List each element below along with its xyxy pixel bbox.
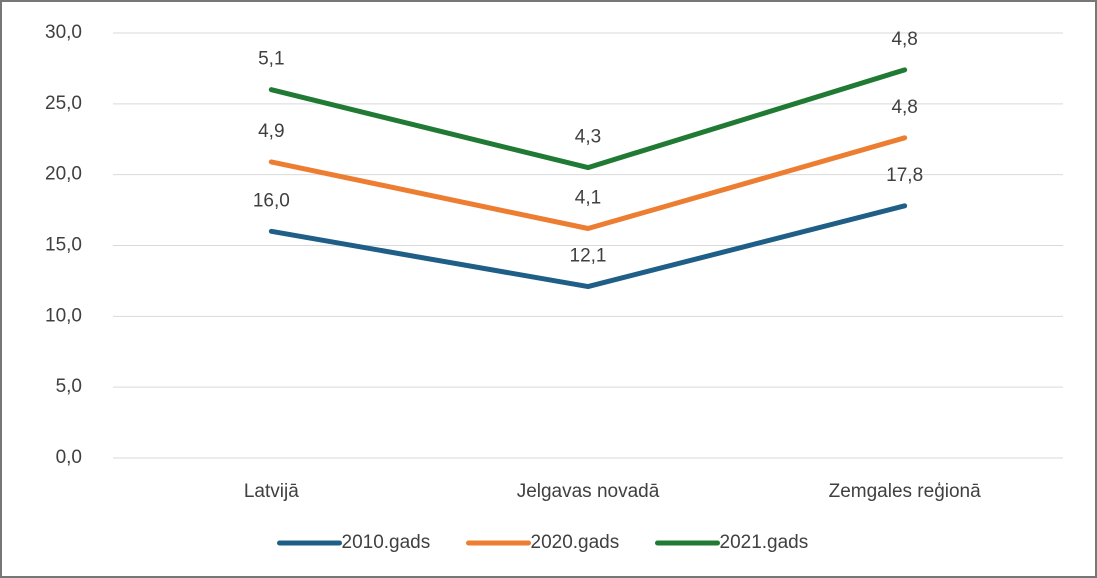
data-label: 4,3 bbox=[575, 127, 601, 148]
legend-label: 2010.gads bbox=[342, 532, 431, 553]
data-label: 4,8 bbox=[891, 97, 917, 118]
y-tick-label: 15,0 bbox=[45, 235, 82, 256]
data-label: 17,8 bbox=[886, 165, 923, 186]
data-label: 4,8 bbox=[891, 29, 917, 50]
series-line bbox=[268, 67, 908, 171]
y-tick-label: 25,0 bbox=[45, 93, 82, 114]
x-tick-label: Latvijā bbox=[244, 481, 299, 502]
series-line bbox=[268, 203, 908, 290]
data-label: 5,1 bbox=[258, 49, 284, 70]
legend-label: 2020.gads bbox=[531, 532, 620, 553]
y-tick-label: 20,0 bbox=[45, 164, 82, 185]
data-label: 4,1 bbox=[575, 188, 601, 209]
y-tick-label: 10,0 bbox=[45, 305, 82, 326]
x-tick-label: Jelgavas novadā bbox=[517, 481, 660, 502]
legend-label: 2021.gads bbox=[720, 532, 809, 553]
y-tick-label: 0,0 bbox=[56, 447, 82, 468]
data-label: 16,0 bbox=[253, 190, 290, 211]
series-line bbox=[268, 135, 908, 231]
data-label: 4,9 bbox=[258, 121, 284, 142]
x-tick-label: Zemgales reģionā bbox=[829, 481, 982, 502]
data-label: 12,1 bbox=[570, 246, 607, 267]
y-tick-label: 30,0 bbox=[45, 22, 82, 43]
y-tick-label: 5,0 bbox=[56, 376, 82, 397]
